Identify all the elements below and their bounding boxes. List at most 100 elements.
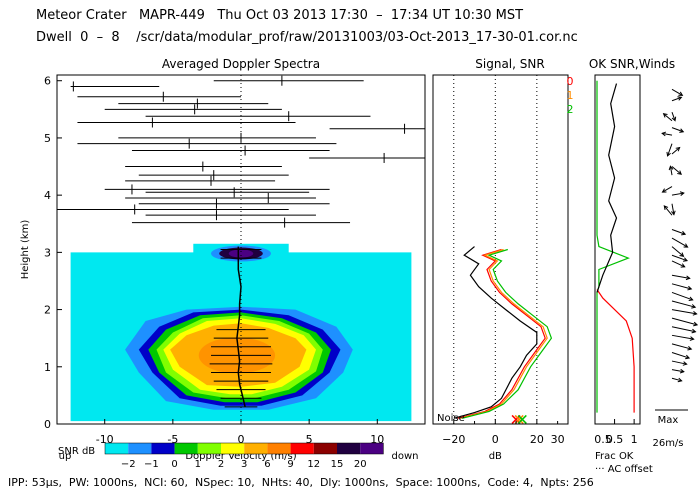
- ok-frame: [594, 74, 641, 425]
- colorbar-swatch-5: [221, 443, 245, 454]
- wind-arrow-head-11: [679, 191, 685, 196]
- wind-arrow-1: [671, 96, 682, 102]
- colorbar-frame: [104, 442, 384, 455]
- snr-x-tick-label-0: −20: [442, 433, 465, 446]
- y-tick-label-3: 3: [44, 246, 51, 259]
- colorbar-level-4: 2: [218, 459, 224, 470]
- y-tick-label-2: 2: [44, 304, 51, 317]
- ok-xlabel: Frac OK: [595, 451, 634, 462]
- wind-arrow-head-7: [675, 146, 681, 152]
- snr-colorbar: SNR dB−2 −1 0 1 2 3 6 9 12 15 20: [58, 442, 384, 470]
- wind-arrow-15: [671, 237, 688, 248]
- colorbar-level-1: −1: [144, 459, 159, 470]
- wind-arrow-14: [671, 229, 686, 235]
- x-tick-label-3: 5: [306, 433, 313, 446]
- wind-arrow-head-5: [661, 131, 667, 137]
- snr-legend-2: 2: [567, 103, 574, 116]
- wind-arrow-head-31: [677, 377, 683, 383]
- colorbar-swatch-0: [105, 443, 129, 454]
- wind-arrow-head-15: [683, 243, 689, 248]
- wind-arrow-head-20: [687, 285, 693, 291]
- doppler-spectra-panel: Averaged Doppler Spectra-10 -5 0 5 100123456…: [20, 57, 426, 462]
- x-tick-label-2: 0: [238, 433, 245, 446]
- wind-arrow-26: [671, 334, 694, 340]
- wind-arrow-head-24: [693, 321, 699, 327]
- wind-arrow-head-23: [692, 311, 698, 316]
- wind-arrow-head-4: [679, 128, 685, 133]
- wind-arrow-head-18: [680, 263, 686, 268]
- down-label: down: [392, 451, 419, 462]
- wind-arrow-head-3: [662, 113, 668, 118]
- snr-series-0: [457, 248, 546, 419]
- wind-arrow-8: [671, 166, 682, 175]
- wind-arrow-head-13: [663, 205, 669, 210]
- y-tick-label-5: 5: [44, 132, 51, 145]
- wind-arrow-head-14: [681, 230, 687, 236]
- colorbar-level-8: 12: [307, 459, 320, 470]
- wind-arrow-16: [671, 246, 684, 257]
- colorbar-swatch-10: [337, 443, 361, 454]
- snr-title: Signal, SNR: [475, 57, 544, 71]
- wind-arrow-head-28: [685, 354, 691, 360]
- wind-arrow-22: [671, 300, 696, 308]
- wind-arrow-29: [671, 360, 687, 365]
- wind-max-value: 26m/s: [652, 438, 683, 449]
- colorbar-swatch-7: [267, 443, 291, 454]
- snr-frame: [432, 74, 569, 425]
- ok-title: OK SNR,Winds: [589, 57, 675, 71]
- wind-arrow-0: [671, 88, 683, 96]
- wind-arrow-head-29: [682, 361, 688, 366]
- snr-series-2: [461, 248, 553, 419]
- colorbar-level-5: 3: [241, 459, 247, 470]
- wind-arrow-3: [663, 113, 673, 122]
- header-title: Meteor Crater MAPR-449 Thu Oct 03 2013 1…: [36, 8, 524, 23]
- colorbar-level-10: 20: [354, 459, 367, 470]
- wind-arrow-20: [671, 283, 692, 290]
- colorbar-label: SNR dB: [58, 446, 95, 457]
- wind-max-label: Max: [658, 415, 679, 426]
- band-3km-peak: [228, 249, 254, 258]
- x-tick-label-1: -5: [167, 433, 178, 446]
- colorbar-level-9: 15: [331, 459, 344, 470]
- wind-arrow-11: [671, 192, 684, 196]
- colorbar-level-2: 0: [171, 459, 177, 470]
- wind-arrow-head-0: [678, 91, 684, 96]
- ok-snr-winds-panel: OK SNR,Winds 0.5 1 0.5 Frac OK ··· AC offset: [589, 57, 675, 475]
- wind-arrow-7: [671, 147, 680, 155]
- colorbar-level-0: −2: [121, 459, 136, 470]
- wind-arrows-panel: Max 26m/s: [652, 88, 699, 449]
- colorbar-level-7: 9: [287, 459, 293, 470]
- wind-arrow-head-9: [668, 165, 674, 171]
- colorbar-swatch-6: [244, 443, 268, 454]
- y-tick-label-6: 6: [44, 75, 51, 88]
- wind-arrow-24: [671, 317, 698, 326]
- wind-arrow-21: [671, 291, 693, 301]
- ok-x-tick-label-0: 0.5: [606, 433, 624, 446]
- spectra-xlabel: Doppler Velocity (m/s): [185, 451, 296, 462]
- wind-arrow-head-25: [691, 328, 697, 334]
- wind-arrow-19: [671, 274, 690, 279]
- snr-legend-0: 0: [567, 75, 574, 88]
- wind-arrow-head-6: [666, 151, 671, 157]
- colorbar-level-6: 6: [264, 459, 270, 470]
- header-subtitle: Dwell 0 – 8 /scr/data/modular_prof/raw/2…: [36, 30, 578, 45]
- colorbar-level-3: 1: [195, 459, 201, 470]
- wind-arrow-10: [662, 186, 673, 193]
- wind-arrow-13: [663, 205, 673, 216]
- wind-arrow-head-1: [677, 96, 683, 101]
- wind-arrow-30: [671, 369, 684, 373]
- colorbar-swatch-11: [360, 443, 384, 454]
- wind-arrow-4: [671, 127, 684, 133]
- ok-legend-note: ··· AC offset: [595, 464, 653, 475]
- wind-arrow-head-19: [685, 275, 691, 281]
- wind-arrow-25: [671, 326, 696, 333]
- ok-x-tick-label-1: 1: [631, 433, 638, 446]
- noise-label: Noise: [437, 413, 465, 424]
- wind-arrow-28: [671, 352, 690, 359]
- snr-xlabel: dB: [489, 451, 502, 462]
- wind-arrow-head-27: [687, 345, 693, 351]
- footer-parameters: IPP: 53µs, PW: 1000ns, NCI: 60, NSpec: 1…: [8, 476, 594, 489]
- wind-arrow-27: [671, 343, 692, 350]
